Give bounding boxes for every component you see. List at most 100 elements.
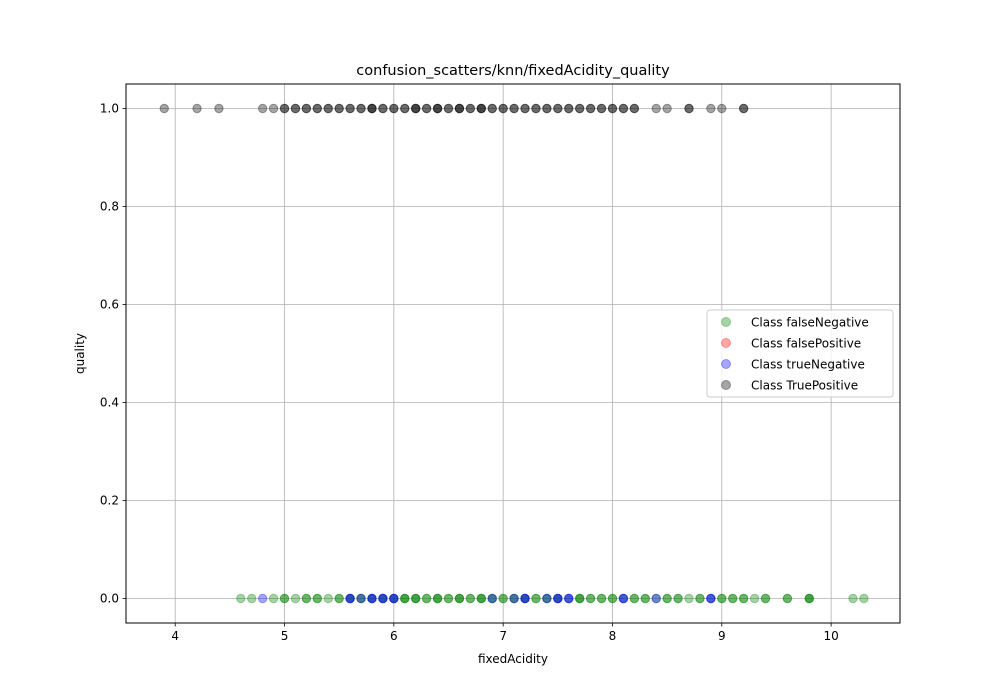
data-point	[585, 593, 596, 604]
data-point	[662, 593, 672, 604]
data-point	[509, 593, 519, 604]
data-point	[476, 103, 486, 114]
data-point	[520, 103, 530, 114]
data-point	[542, 103, 552, 114]
data-point	[531, 103, 541, 114]
data-point	[367, 593, 377, 604]
data-point	[607, 593, 618, 604]
data-point	[334, 593, 344, 604]
data-point	[738, 593, 749, 604]
data-point	[520, 593, 530, 604]
data-point	[717, 593, 727, 604]
data-point	[279, 593, 290, 604]
data-point	[290, 103, 301, 114]
data-point	[465, 593, 476, 604]
data-point	[618, 593, 629, 604]
data-point	[345, 593, 355, 604]
legend-label: Class trueNegative	[751, 358, 865, 372]
data-point	[378, 103, 388, 114]
data-point	[312, 593, 323, 604]
data-point	[454, 103, 465, 114]
legend-marker	[721, 317, 731, 327]
data-point	[498, 593, 508, 604]
data-point	[312, 103, 323, 114]
data-point	[323, 103, 333, 114]
data-point	[465, 103, 476, 114]
data-point	[509, 593, 519, 604]
data-point	[476, 103, 486, 114]
data-point	[684, 103, 694, 114]
data-point	[738, 593, 749, 604]
x-axis-label: fixedAcidity	[478, 652, 548, 666]
data-point	[411, 103, 421, 114]
data-point	[607, 103, 618, 114]
data-point	[323, 593, 333, 604]
data-point	[389, 103, 399, 114]
data-point	[487, 593, 497, 604]
y-axis-label: quality	[73, 333, 87, 374]
data-point	[596, 103, 607, 114]
data-point	[520, 103, 530, 114]
data-point	[684, 593, 694, 604]
data-point	[509, 103, 519, 114]
data-point	[367, 593, 377, 604]
data-point	[345, 593, 355, 604]
data-point	[400, 593, 410, 604]
data-point	[389, 593, 399, 604]
data-point	[367, 103, 377, 114]
data-point	[476, 593, 486, 604]
data-point	[673, 593, 683, 604]
data-point	[432, 593, 443, 604]
data-point	[476, 593, 486, 604]
data-point	[760, 593, 771, 604]
legend-label: Class falseNegative	[751, 316, 869, 330]
data-point	[301, 103, 312, 114]
x-tick-label: 7	[499, 629, 507, 643]
data-point	[356, 103, 366, 114]
data-point	[334, 103, 344, 114]
data-point	[400, 103, 410, 114]
data-point	[301, 103, 312, 114]
data-point	[411, 103, 421, 114]
data-point	[290, 103, 301, 114]
data-point	[673, 593, 683, 604]
data-point	[432, 103, 443, 114]
data-point	[367, 103, 377, 114]
data-point	[279, 593, 290, 604]
data-point	[738, 103, 749, 114]
x-tick-label: 8	[609, 629, 617, 643]
data-point	[345, 103, 355, 114]
data-point	[367, 593, 377, 604]
data-point	[564, 593, 574, 604]
data-point	[553, 593, 563, 604]
series-2	[257, 593, 716, 604]
data-point	[476, 593, 486, 604]
data-point	[356, 103, 366, 114]
data-point	[542, 593, 552, 604]
data-point	[465, 593, 476, 604]
data-point	[367, 593, 377, 604]
data-point	[640, 593, 650, 604]
data-point	[454, 103, 465, 114]
data-point	[312, 103, 323, 114]
data-point	[421, 593, 432, 604]
data-point	[640, 593, 650, 604]
y-tick-label: 0.6	[100, 298, 119, 312]
x-tick-label: 6	[390, 629, 398, 643]
data-point	[848, 593, 858, 604]
data-point	[738, 103, 749, 114]
data-point	[520, 593, 530, 604]
points-layer	[159, 103, 869, 604]
data-point	[432, 103, 443, 114]
data-point	[301, 593, 312, 604]
data-point	[618, 103, 629, 114]
data-point	[476, 103, 486, 114]
data-point	[389, 593, 399, 604]
data-point	[257, 103, 268, 114]
data-point	[629, 593, 640, 604]
data-point	[542, 103, 552, 114]
data-point	[662, 103, 672, 114]
data-point	[268, 103, 279, 114]
y-tick-label: 0.2	[100, 494, 119, 508]
